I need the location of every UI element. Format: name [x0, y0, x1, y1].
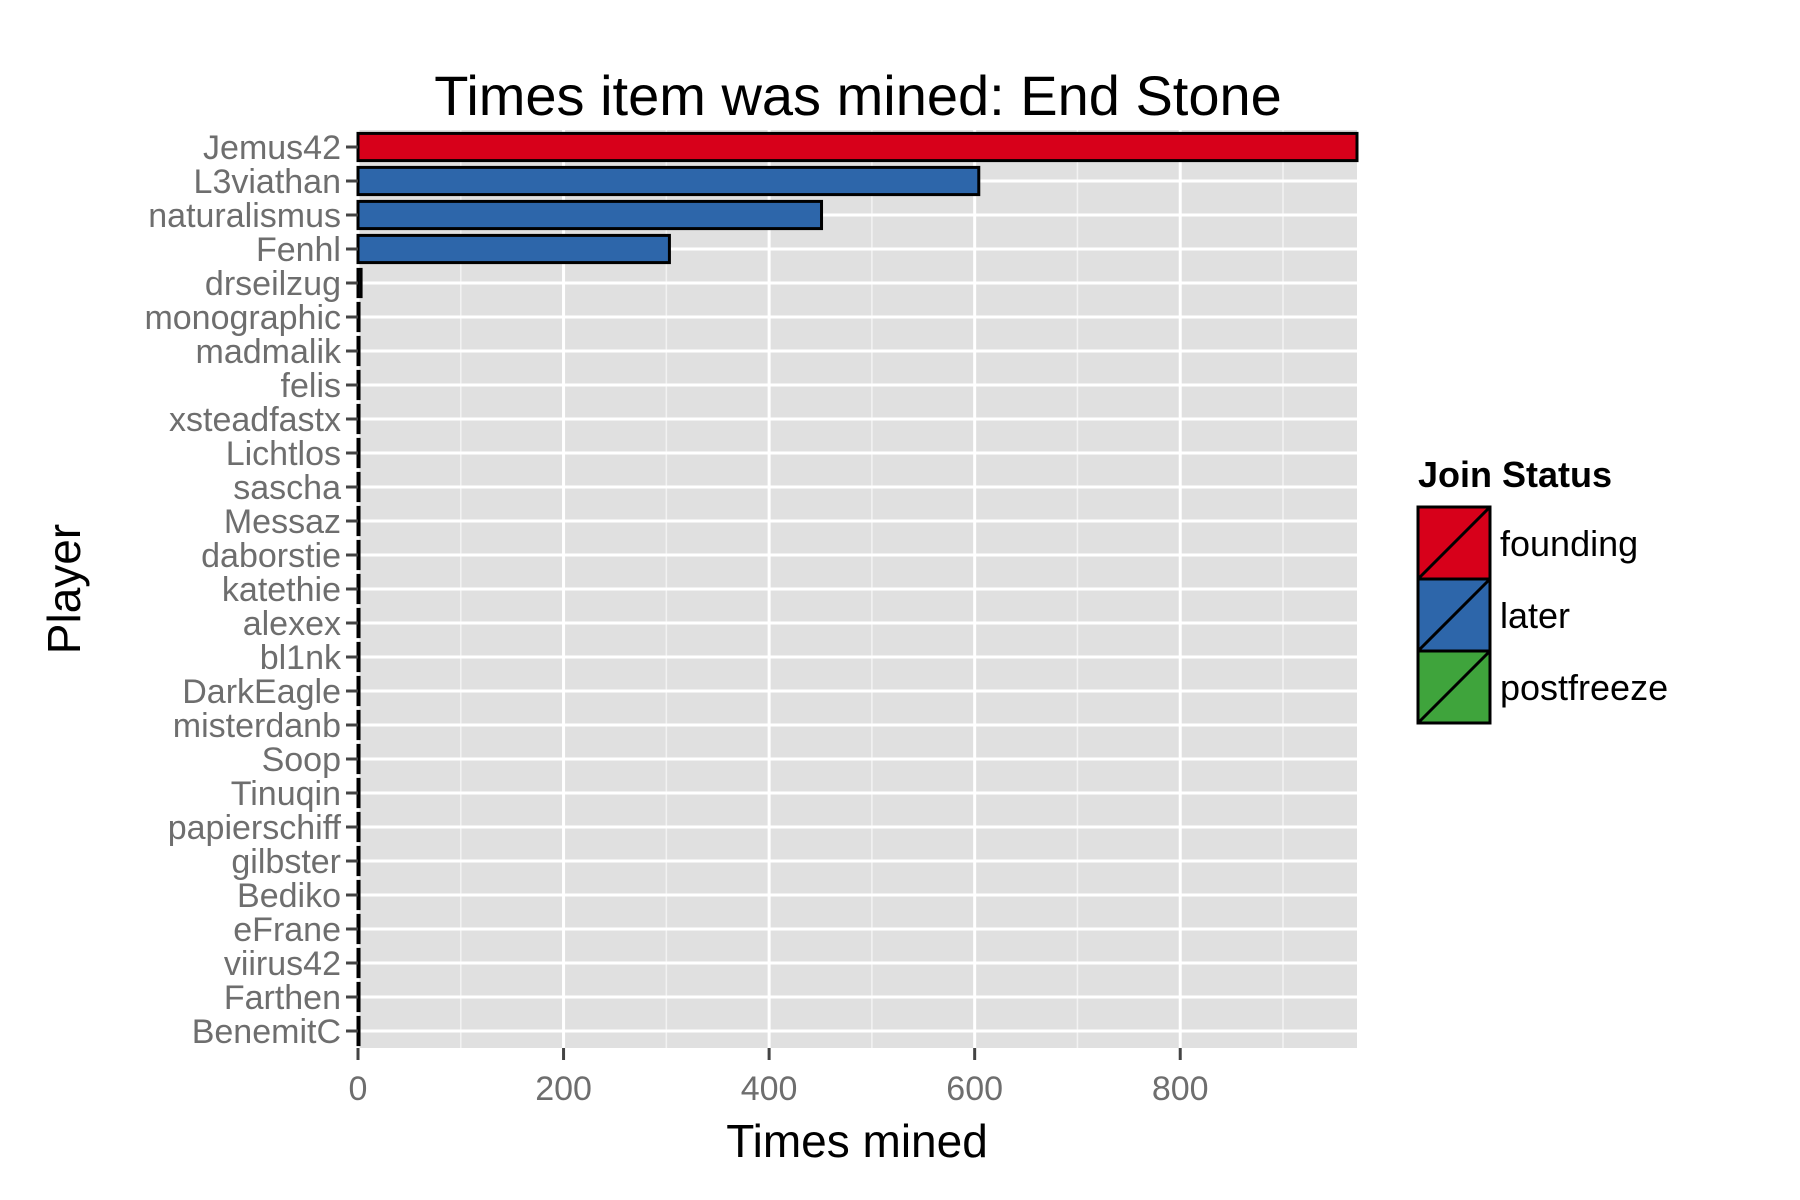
bar	[356, 845, 361, 877]
bar	[356, 539, 361, 571]
x-axis-title: Times mined	[726, 1115, 988, 1167]
bar	[356, 641, 361, 673]
y-tick-label: viirus42	[224, 945, 341, 983]
x-tick-label: 600	[946, 1070, 1003, 1108]
y-tick-label: daborstie	[201, 537, 341, 575]
y-tick-label: Lichtlos	[226, 435, 341, 473]
y-tick-label: xsteadfastx	[169, 401, 341, 439]
y-tick-label: monographic	[144, 299, 341, 337]
y-tick-label: Bediko	[237, 877, 341, 915]
x-tick-label: 0	[349, 1070, 368, 1108]
legend-label: postfreeze	[1500, 667, 1668, 708]
bar	[356, 131, 1359, 163]
y-tick-label: madmalik	[196, 333, 342, 371]
y-tick-label: alexex	[243, 605, 341, 643]
bar	[356, 233, 671, 265]
y-tick-label: Fenhl	[256, 231, 341, 269]
legend-label: founding	[1500, 523, 1638, 564]
x-tick-label: 400	[741, 1070, 798, 1108]
y-tick-label: Messaz	[224, 503, 341, 541]
legend-title: Join Status	[1418, 454, 1612, 495]
bar	[356, 267, 363, 299]
legend-key-slash	[1416, 577, 1492, 653]
y-tick-label: L3viathan	[194, 163, 341, 201]
bar	[356, 947, 361, 979]
legend-key-slash	[1416, 505, 1492, 581]
y-axis: Jemus42L3viathannaturalismusFenhldrseilz…	[144, 129, 358, 1051]
legend-label: later	[1500, 595, 1570, 636]
y-tick-label: Jemus42	[203, 129, 341, 167]
x-tick-label: 800	[1152, 1070, 1209, 1108]
y-tick-label: misterdanb	[173, 707, 341, 745]
x-axis: 0 200 400 600 800	[349, 1048, 1209, 1108]
bar	[356, 369, 361, 401]
bar	[356, 913, 361, 945]
bar	[356, 811, 361, 843]
legend-key-slash	[1416, 649, 1492, 725]
y-tick-label: Farthen	[224, 979, 341, 1017]
bars	[356, 131, 1359, 1047]
y-tick-label: DarkEagle	[182, 673, 341, 711]
bar	[356, 165, 981, 197]
y-tick-label: felis	[281, 367, 341, 405]
y-axis-title: Player	[38, 524, 90, 654]
y-tick-label: BenemitC	[192, 1013, 341, 1051]
bar	[356, 879, 361, 911]
bar	[356, 471, 361, 503]
bar	[356, 505, 361, 537]
x-tick-label: 200	[535, 1070, 592, 1108]
bar	[356, 573, 361, 605]
bar	[356, 1015, 361, 1047]
bar	[356, 981, 361, 1013]
y-tick-label: drseilzug	[205, 265, 341, 303]
y-tick-label: eFrane	[233, 911, 341, 949]
legend: Join Status founding later postfreeze	[1416, 454, 1668, 725]
y-tick-label: Tinuqin	[231, 775, 341, 813]
bar	[356, 403, 361, 435]
bar	[356, 301, 361, 333]
y-tick-label: katethie	[222, 571, 341, 609]
y-tick-label: sascha	[233, 469, 341, 507]
y-tick-label: naturalismus	[148, 197, 341, 235]
bar	[356, 743, 361, 775]
y-tick-label: gilbster	[231, 843, 341, 881]
y-tick-label: Soop	[262, 741, 341, 779]
bar	[356, 607, 361, 639]
bar	[356, 777, 361, 809]
bar	[356, 335, 361, 367]
chart-title: Times item was mined: End Stone	[434, 64, 1282, 127]
y-tick-label: papierschiff	[168, 809, 342, 847]
bar	[356, 199, 824, 231]
bar	[356, 675, 361, 707]
y-tick-label: bl1nk	[260, 639, 342, 677]
bar	[356, 437, 361, 469]
bar	[356, 709, 361, 741]
